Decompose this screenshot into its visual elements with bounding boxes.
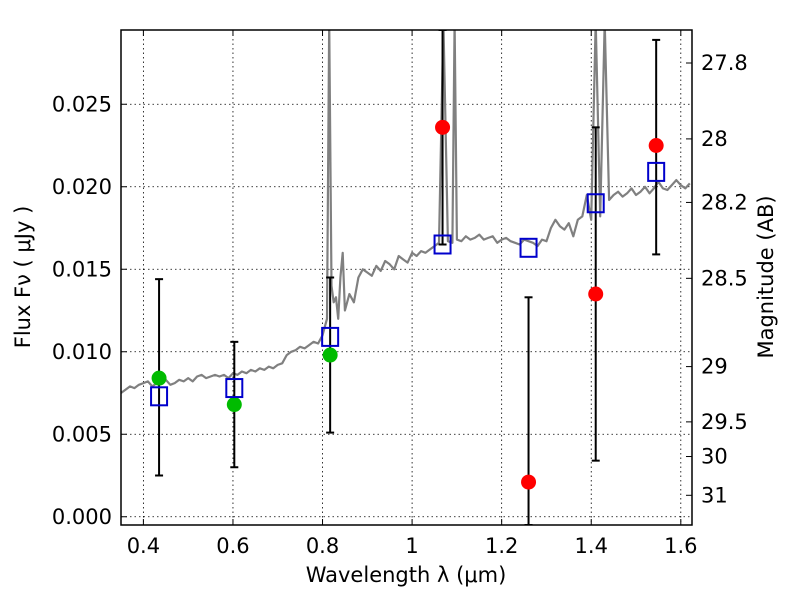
y2-tick-label: 29.5 <box>701 410 748 434</box>
model-square <box>519 237 538 258</box>
y-tick-label: 0.005 <box>52 422 112 446</box>
y-tick-label: 0.025 <box>52 92 112 116</box>
red-point <box>588 286 604 302</box>
ticks: 0.4 0.6 0.8 1 1.2 1.4 1.6 0.000 0.005 0.010 0.015 0… <box>52 30 748 558</box>
y-tick-label: 0.015 <box>52 257 112 281</box>
plot-frame <box>120 29 693 526</box>
model-square <box>321 326 340 347</box>
y2-tick-label: 30 <box>701 445 728 469</box>
red-point <box>521 474 537 490</box>
y2-axis-label: Magnitude (AB) <box>754 195 778 358</box>
x-tick-label: 1.2 <box>485 534 518 558</box>
model-square <box>225 378 244 399</box>
model-square <box>433 234 452 255</box>
y-axis-label: Flux Fν ( μJy ) <box>11 206 35 349</box>
model-square <box>586 193 605 214</box>
spectrum-line <box>121 30 691 394</box>
green-point <box>322 347 338 363</box>
x-tick-label: 1 <box>405 534 418 558</box>
y-tick-label: 0.020 <box>52 175 112 199</box>
grid <box>121 30 692 525</box>
y2-tick-label: 28 <box>701 127 728 151</box>
model-square <box>150 386 169 407</box>
y2-tick-label: 27.8 <box>701 51 748 75</box>
green-point <box>151 370 167 386</box>
plot-area <box>121 30 691 525</box>
y-tick-label: 0.000 <box>52 505 112 529</box>
red-point <box>648 138 664 153</box>
green-point <box>226 397 242 413</box>
model-square <box>647 161 666 182</box>
y2-tick-label: 29 <box>701 355 728 379</box>
y2-tick-label: 28.5 <box>701 266 748 290</box>
x-tick-label: 0.8 <box>306 534 339 558</box>
x-tick-label: 0.4 <box>127 534 160 558</box>
x-axis-label: Wavelength λ (μm) <box>306 563 507 587</box>
x-tick-label: 0.6 <box>216 534 249 558</box>
red-point <box>435 119 451 135</box>
x-tick-label: 1.6 <box>664 534 697 558</box>
y-tick-label: 0.010 <box>52 340 112 364</box>
y2-tick-label: 31 <box>701 483 728 507</box>
y2-tick-label: 28.2 <box>701 190 748 214</box>
x-tick-label: 1.4 <box>575 534 608 558</box>
